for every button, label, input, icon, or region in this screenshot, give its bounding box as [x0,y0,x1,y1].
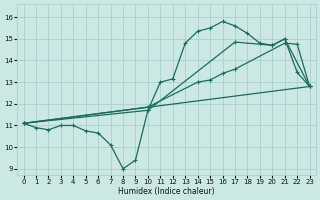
X-axis label: Humidex (Indice chaleur): Humidex (Indice chaleur) [118,187,215,196]
